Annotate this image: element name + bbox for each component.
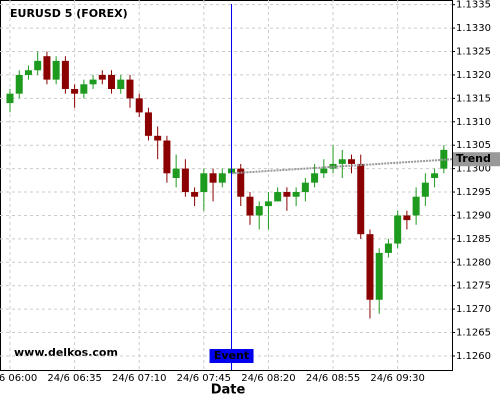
candle-body — [108, 74, 116, 89]
candle-body — [89, 79, 97, 85]
candle-body — [301, 182, 309, 193]
candle-body — [375, 252, 383, 300]
trend-line — [231, 158, 453, 175]
candle-body — [24, 70, 32, 75]
y-tick-label: 1.1300 — [456, 164, 491, 175]
candle-body — [311, 173, 319, 183]
trend-label-box — [453, 152, 500, 167]
y-tick-label: 1.1290 — [456, 210, 491, 221]
candle-body — [283, 192, 291, 197]
x-axis-label: Date — [211, 383, 246, 398]
watermark: www.delkos.com — [14, 346, 118, 359]
y-tick-label: 1.1285 — [456, 234, 491, 245]
candle-body — [320, 168, 328, 174]
x-tick-label: 24/6 07:10 — [112, 373, 166, 384]
candle-body — [431, 173, 439, 178]
y-tick-label: 1.1270 — [456, 304, 491, 315]
candle-body — [255, 206, 263, 216]
candle-body — [421, 182, 429, 197]
candle-body — [394, 215, 402, 244]
candle-body — [191, 192, 199, 197]
candle-body — [218, 173, 226, 183]
candle-body — [80, 84, 88, 94]
y-tick-label: 1.1265 — [456, 328, 491, 339]
candle-body — [144, 112, 152, 136]
event-label-box — [209, 349, 254, 363]
candle-body — [292, 192, 300, 197]
candle-body — [154, 135, 162, 141]
candle-body — [98, 74, 106, 80]
candle-body — [52, 60, 60, 80]
x-tick-label: 24/6 08:20 — [241, 373, 295, 384]
y-tick-label: 1.1295 — [456, 187, 491, 198]
candle-body — [172, 168, 180, 178]
y-tick-label: 1.1325 — [456, 47, 491, 58]
y-tick-label: 1.1330 — [456, 23, 491, 34]
candle-body — [61, 60, 69, 89]
candle-body — [246, 196, 254, 216]
x-tick-label: 24/6 06:35 — [47, 373, 101, 384]
candle-body — [209, 173, 217, 183]
candle-body — [117, 79, 125, 89]
candle-body — [329, 163, 337, 169]
candle-body — [440, 149, 448, 169]
event-label: Event — [214, 349, 249, 362]
candle-body — [163, 140, 171, 174]
y-tick-label: 1.1335 — [456, 0, 491, 11]
x-tick-label: 24/6 08:55 — [306, 373, 360, 384]
candle-body — [403, 215, 411, 221]
candle-body — [43, 56, 51, 80]
candle-body — [181, 168, 189, 193]
plot-frame — [0, 0, 453, 371]
candle-body — [237, 168, 245, 197]
y-tick-label: 1.1260 — [456, 351, 491, 362]
trend-label: Trend — [456, 152, 491, 165]
candle-body — [412, 196, 420, 216]
y-tick-label: 1.1305 — [456, 140, 491, 151]
chart-title: EURUSD 5 (FOREX) — [10, 7, 128, 20]
candle-body — [15, 74, 23, 94]
candle-body — [384, 243, 392, 253]
y-tick-label: 1.1280 — [456, 257, 491, 268]
x-tick-label: 24/6 06:00 — [0, 373, 37, 384]
candle-body — [6, 93, 14, 104]
x-tick-label: 24/6 07:45 — [177, 373, 231, 384]
y-tick-label: 1.1320 — [456, 70, 491, 81]
candle-body — [135, 98, 143, 113]
candle-body — [274, 192, 282, 202]
candle-body — [264, 201, 272, 207]
candle-body — [357, 163, 365, 235]
y-tick-label: 1.1315 — [456, 93, 491, 104]
candle-body — [338, 159, 346, 164]
candle-body — [200, 173, 208, 193]
candle-body — [71, 88, 79, 94]
candle-body — [366, 234, 374, 300]
candle-body — [126, 79, 134, 99]
y-tick-label: 1.1275 — [456, 281, 491, 292]
candle-body — [348, 159, 356, 164]
y-tick-label: 1.1310 — [456, 117, 491, 128]
x-tick-label: 24/6 09:30 — [370, 373, 424, 384]
candle-body — [34, 60, 42, 71]
